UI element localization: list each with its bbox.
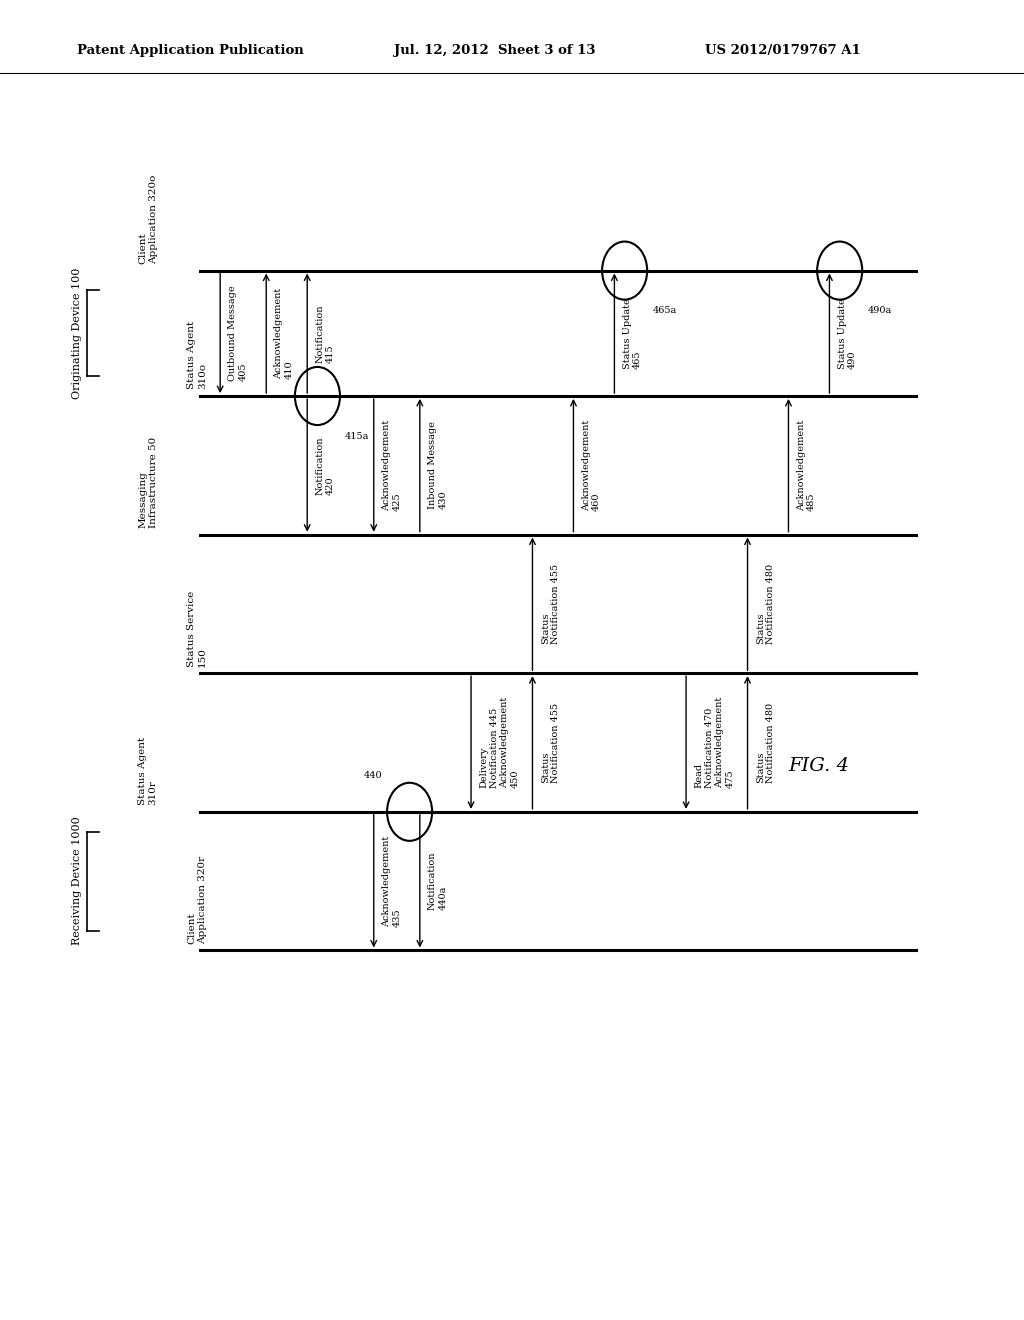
Text: Acknowledgement
460: Acknowledgement 460 [582,420,601,511]
Text: Status Agent
310o: Status Agent 310o [187,321,207,389]
Text: Inbound Message
430: Inbound Message 430 [428,421,447,510]
Text: Outbound Message
405: Outbound Message 405 [228,285,248,381]
Text: Acknowledgement
425: Acknowledgement 425 [382,420,401,511]
Text: Client
Application 320r: Client Application 320r [187,855,207,944]
Text: Notification
415: Notification 415 [315,304,335,363]
Text: 415a: 415a [345,432,370,441]
Text: Patent Application Publication: Patent Application Publication [77,44,303,57]
Text: 440: 440 [364,771,382,780]
Text: Status
Notification 455: Status Notification 455 [541,702,560,783]
Text: 490a: 490a [867,306,892,315]
Text: Status
Notification 480: Status Notification 480 [756,564,775,644]
Text: Read
Notification 470
Acknowledgement
475: Read Notification 470 Acknowledgement 47… [694,697,734,788]
Text: US 2012/0179767 A1: US 2012/0179767 A1 [705,44,860,57]
Text: Receiving Device 1000: Receiving Device 1000 [72,817,82,945]
Text: Client
Application 320o: Client Application 320o [138,174,158,264]
Text: Acknowledgement
485: Acknowledgement 485 [797,420,816,511]
Text: Status Update
465: Status Update 465 [623,298,642,368]
Text: Status
Notification 480: Status Notification 480 [756,702,775,783]
Text: Status Service
150: Status Service 150 [187,590,207,667]
Text: Acknowledgement
410: Acknowledgement 410 [274,288,294,379]
Text: Messaging
Infrastructure 50: Messaging Infrastructure 50 [138,437,158,528]
Text: Status Agent
310r: Status Agent 310r [138,737,158,805]
Text: FIG. 4: FIG. 4 [788,756,850,775]
Text: Delivery
Notification 445
Acknowledgement
450: Delivery Notification 445 Acknowledgemen… [479,697,519,788]
Text: Status Update
490: Status Update 490 [838,298,857,368]
Text: 465a: 465a [652,306,677,315]
Text: Jul. 12, 2012  Sheet 3 of 13: Jul. 12, 2012 Sheet 3 of 13 [394,44,596,57]
Text: Notification
440a: Notification 440a [428,851,447,911]
Text: Acknowledgement
435: Acknowledgement 435 [382,836,401,927]
Text: Originating Device 100: Originating Device 100 [72,268,82,399]
Text: Notification
420: Notification 420 [315,436,335,495]
Text: Status
Notification 455: Status Notification 455 [541,564,560,644]
